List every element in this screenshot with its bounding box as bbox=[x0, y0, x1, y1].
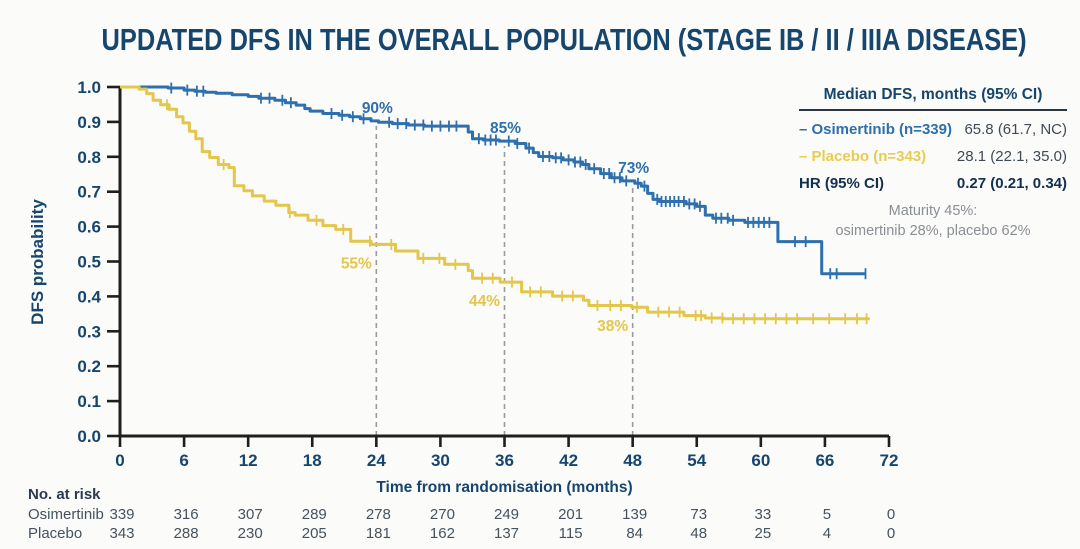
legend-value-hazard-ratio: 0.27 (0.21, 0.34) bbox=[956, 175, 1067, 192]
y-tick-label: 0.7 bbox=[77, 183, 101, 202]
y-tick-label: 0.2 bbox=[77, 357, 101, 376]
x-axis-title: Time from randomisation (months) bbox=[376, 479, 633, 496]
y-tick-label: 0.9 bbox=[77, 113, 101, 132]
milestone-label-osimertinib-24mo: 90% bbox=[362, 100, 393, 117]
milestone-label-osimertinib-48mo: 73% bbox=[618, 160, 649, 177]
y-tick-label: 1.0 bbox=[77, 78, 101, 97]
y-tick-label: 0.5 bbox=[77, 253, 101, 272]
curve-osimertinib bbox=[120, 85, 866, 276]
risk-count: 339 bbox=[109, 506, 135, 523]
risk-count: 307 bbox=[237, 506, 263, 523]
risk-count: 5 bbox=[822, 506, 832, 523]
risk-count: 288 bbox=[173, 525, 199, 542]
x-tick-label: 12 bbox=[239, 451, 258, 470]
legend-header: Median DFS, months (95% CI) bbox=[799, 86, 1067, 111]
risk-count: 278 bbox=[365, 506, 391, 523]
milestone-label-placebo-24mo: 55% bbox=[341, 255, 372, 272]
x-tick-label: 36 bbox=[495, 451, 514, 470]
milestone-label-osimertinib-36mo: 85% bbox=[490, 120, 521, 137]
risk-count: 205 bbox=[301, 525, 327, 542]
legend-row-placebo: – Placebo (n=343) 28.1 (22.1, 35.0) bbox=[799, 148, 1067, 165]
risk-count: 33 bbox=[754, 506, 772, 523]
risk-count: 4 bbox=[822, 525, 832, 542]
risk-count: 230 bbox=[237, 525, 263, 542]
maturity-note: Maturity 45%: osimertinib 28%, placebo 6… bbox=[799, 201, 1067, 242]
risk-count: 289 bbox=[301, 506, 327, 523]
risk-table-title: No. at risk bbox=[28, 486, 101, 503]
legend-panel: Median DFS, months (95% CI) – Osimertini… bbox=[799, 86, 1067, 242]
risk-count: 137 bbox=[493, 525, 520, 542]
x-tick-label: 60 bbox=[751, 451, 770, 470]
risk-count: 316 bbox=[173, 506, 199, 523]
risk-count: 0 bbox=[886, 525, 896, 542]
risk-row-label-placebo: Placebo bbox=[28, 525, 83, 542]
maturity-note-line1: Maturity 45%: bbox=[888, 203, 978, 219]
y-tick-label: 0.6 bbox=[77, 218, 101, 237]
risk-row-label-osimertinib: Osimertinib bbox=[28, 506, 104, 523]
risk-count: 115 bbox=[558, 525, 583, 542]
x-tick-label: 18 bbox=[303, 451, 322, 470]
legend-label-placebo: – Placebo (n=343) bbox=[799, 148, 927, 165]
risk-count: 162 bbox=[429, 525, 455, 542]
legend-value-osimertinib: 65.8 (61.7, NC) bbox=[964, 121, 1067, 138]
risk-count: 201 bbox=[558, 506, 584, 523]
maturity-note-line2: osimertinib 28%, placebo 62% bbox=[835, 223, 1031, 240]
page-title: UPDATED DFS IN THE OVERALL POPULATION (S… bbox=[0, 22, 1080, 58]
curve-placebo bbox=[120, 85, 870, 321]
x-tick-label: 30 bbox=[431, 451, 450, 470]
risk-count: 25 bbox=[754, 525, 772, 542]
x-tick-label: 66 bbox=[815, 451, 834, 470]
y-tick-label: 0.3 bbox=[77, 322, 101, 341]
risk-count: 73 bbox=[690, 506, 708, 523]
y-tick-label: 0.0 bbox=[77, 427, 101, 446]
risk-count: 84 bbox=[626, 525, 643, 542]
risk-count: 139 bbox=[622, 506, 648, 523]
risk-count: 181 bbox=[365, 525, 391, 542]
milestone-label-placebo-36mo: 44% bbox=[469, 293, 500, 310]
x-tick-label: 54 bbox=[687, 451, 706, 470]
risk-count: 343 bbox=[109, 525, 135, 542]
x-tick-label: 48 bbox=[623, 451, 642, 470]
y-tick-label: 0.8 bbox=[77, 148, 101, 167]
milestone-label-placebo-48mo: 38% bbox=[597, 318, 628, 335]
risk-count: 48 bbox=[690, 525, 708, 542]
y-tick-label: 0.4 bbox=[77, 287, 101, 306]
legend-label-hazard-ratio: HR (95% CI) bbox=[799, 175, 885, 192]
x-tick-label: 72 bbox=[880, 451, 899, 470]
risk-count: 0 bbox=[886, 506, 896, 523]
x-tick-label: 24 bbox=[367, 451, 386, 470]
x-tick-label: 42 bbox=[559, 451, 578, 470]
page-title-text: UPDATED DFS IN THE OVERALL POPULATION (S… bbox=[101, 22, 1027, 57]
legend-row-hazard-ratio: HR (95% CI) 0.27 (0.21, 0.34) bbox=[799, 175, 1067, 192]
x-tick-label: 0 bbox=[115, 451, 124, 470]
risk-count: 249 bbox=[493, 506, 520, 523]
legend-label-osimertinib: – Osimertinib (n=339) bbox=[799, 121, 952, 138]
legend-row-osimertinib: – Osimertinib (n=339) 65.8 (61.7, NC) bbox=[799, 121, 1067, 138]
risk-count: 270 bbox=[429, 506, 455, 523]
x-tick-label: 6 bbox=[179, 451, 188, 470]
legend-value-placebo: 28.1 (22.1, 35.0) bbox=[956, 148, 1067, 165]
y-tick-label: 0.1 bbox=[77, 392, 101, 411]
